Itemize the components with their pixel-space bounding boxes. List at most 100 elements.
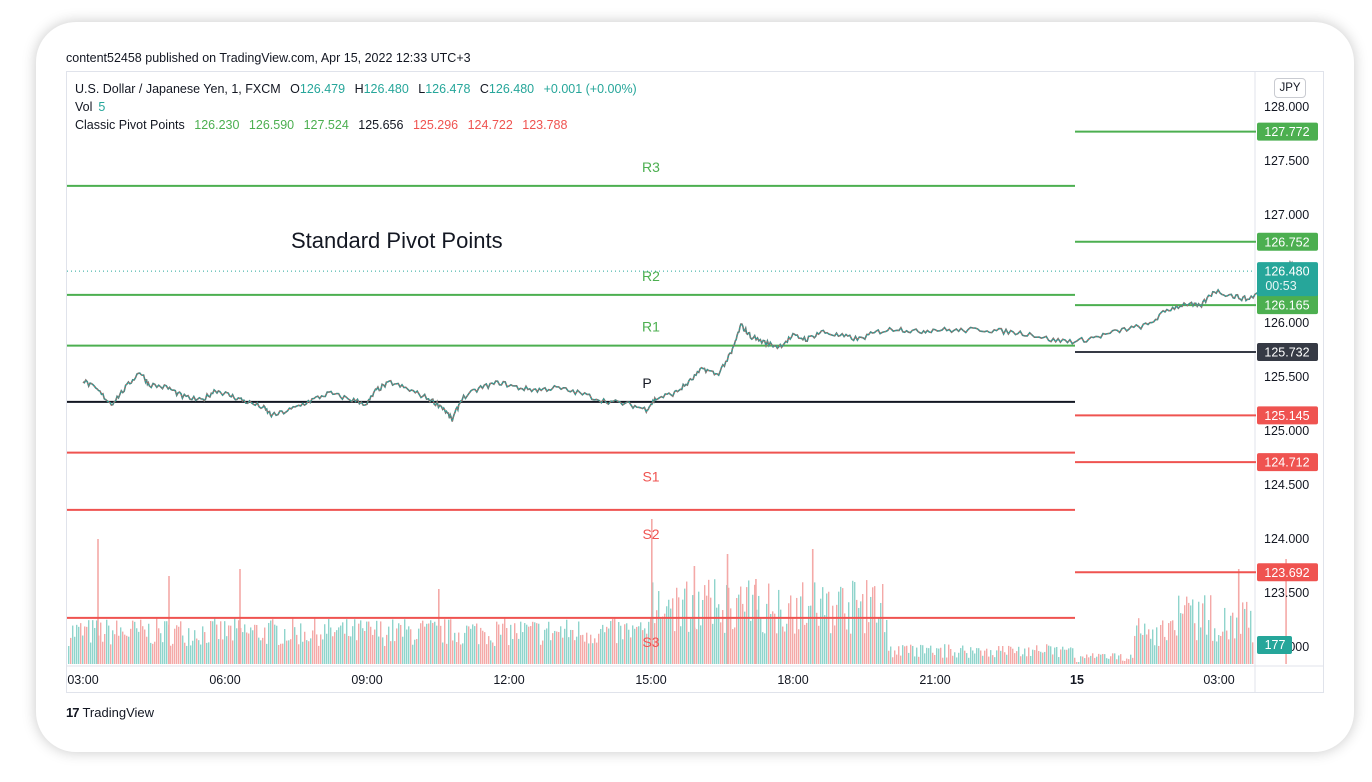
last-price-text: 126.480 — [1264, 265, 1309, 279]
volume-bar — [628, 629, 630, 664]
volume-bar — [762, 632, 764, 664]
volume-bar — [726, 585, 728, 664]
volume-bar — [370, 626, 372, 664]
volume-bar — [676, 587, 678, 664]
volume-bar — [998, 646, 1000, 664]
volume-bar — [362, 628, 364, 664]
volume-bar — [308, 641, 310, 664]
pivot-badge-r1 — [1257, 296, 1318, 315]
volume-bar — [576, 636, 578, 664]
volume-bar — [364, 630, 366, 664]
volume-bar — [484, 632, 486, 664]
volume-bar — [1210, 595, 1212, 664]
volume-bar — [368, 621, 370, 664]
volume-bar — [1064, 649, 1066, 664]
volume-bar — [276, 625, 278, 664]
volume-bar — [326, 633, 328, 664]
volume-bar — [1198, 601, 1200, 664]
volume-bar — [244, 624, 246, 664]
volume-bar — [1156, 627, 1158, 664]
volume-bar — [690, 618, 692, 664]
y-tick-label: 126.000 — [1264, 316, 1309, 330]
volume-bar — [468, 626, 470, 664]
volume-bar — [1006, 654, 1008, 664]
volume-bar — [296, 634, 298, 664]
volume-bar — [328, 619, 330, 664]
volume-bar — [398, 623, 400, 664]
volume-bar — [1036, 645, 1038, 664]
volume-bar — [1090, 655, 1092, 664]
volume-bar — [1154, 645, 1156, 664]
volume-spike-bar — [438, 589, 440, 664]
volume-bar — [860, 601, 862, 664]
volume-bar — [366, 621, 368, 664]
volume-bar — [82, 635, 84, 664]
volume-bar — [1204, 595, 1206, 664]
volume-bar — [1106, 658, 1108, 664]
volume-bar — [718, 604, 720, 664]
volume-bar — [734, 627, 736, 664]
volume-bar — [330, 627, 332, 664]
volume-bar — [152, 643, 154, 664]
volume-bar — [624, 624, 626, 664]
pivot-label-r1: R1 — [642, 319, 660, 335]
volume-bar — [842, 588, 844, 664]
volume-bar — [1244, 608, 1246, 664]
volume-bar — [598, 633, 600, 664]
volume-bar — [108, 625, 110, 664]
volume-bar — [1140, 633, 1142, 664]
volume-bar — [1088, 657, 1090, 664]
volume-bar — [758, 595, 760, 664]
pivot-indicator-name[interactable]: Classic Pivot Points — [75, 118, 185, 132]
volume-bar — [186, 645, 188, 664]
currency-button[interactable]: JPY — [1274, 78, 1306, 98]
brand-name: TradingView — [82, 705, 155, 720]
volume-bar — [692, 595, 694, 664]
volume-bar — [900, 655, 902, 664]
price-labels: 127.772 126.752 126.165 125.732 125.145 124.7… — [1257, 122, 1318, 654]
volume-bar — [526, 624, 528, 664]
volume-bar — [686, 581, 688, 664]
volume-bar — [808, 605, 810, 664]
volume-bar — [216, 624, 218, 664]
volume-bar — [564, 628, 566, 664]
volume-bar — [96, 620, 98, 664]
volume-bar — [1056, 646, 1058, 664]
volume-bar — [1200, 627, 1202, 664]
volume-bar — [728, 587, 730, 664]
volume-bar — [462, 643, 464, 664]
chart-frame[interactable] — [66, 71, 1324, 693]
volume-bar — [324, 624, 326, 664]
volume-bar — [902, 645, 904, 664]
volume-bar — [320, 634, 322, 664]
volume-bar — [582, 634, 584, 664]
last-volume-text: 177 — [1265, 638, 1286, 652]
volume-bar — [736, 598, 738, 664]
volume-bar — [886, 619, 888, 664]
volume-bar — [432, 622, 434, 664]
volume-bar — [820, 598, 822, 664]
volume-bar — [298, 644, 300, 664]
legend-ohlc: U.S. Dollar / Japanese Yen, 1, FXCM O126… — [75, 82, 637, 96]
volume-bar — [214, 618, 216, 664]
published-caption: content52458 published on TradingView.co… — [66, 51, 471, 65]
volume-bar — [378, 636, 380, 664]
symbol-name[interactable]: U.S. Dollar / Japanese Yen, 1, FXCM — [75, 82, 281, 96]
volume-bar — [250, 627, 252, 664]
volume-bar — [224, 621, 226, 664]
volume-bar — [436, 625, 438, 664]
volume-bar — [912, 645, 914, 664]
volume-bar — [776, 633, 778, 664]
volume-bar — [102, 641, 104, 664]
volume-bar — [894, 650, 896, 664]
volume-bar — [666, 606, 668, 664]
volume-bar — [138, 631, 140, 664]
volume-bar — [548, 621, 550, 664]
volume-bar — [862, 594, 864, 664]
volume-bar — [674, 631, 676, 664]
volume-bar — [1012, 648, 1014, 664]
volume-bar — [236, 628, 238, 664]
volume-bar — [940, 647, 942, 664]
volume-bar — [712, 623, 714, 664]
